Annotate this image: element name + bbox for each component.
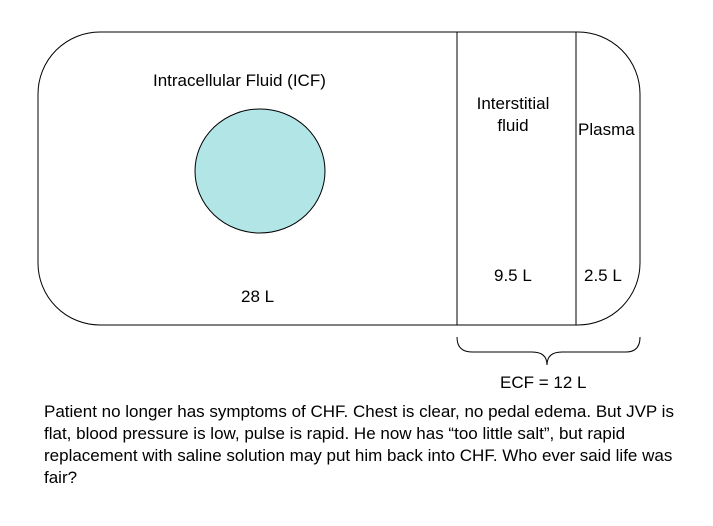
plasma-title: Plasma xyxy=(578,120,635,139)
interstitial-volume: 9.5 L xyxy=(494,266,532,285)
interstitial-title-line1: Interstitial xyxy=(476,94,550,113)
ecf-label: ECF = 12 L xyxy=(500,373,587,392)
body-container xyxy=(37,31,641,326)
interstitial-title-line2: fluid xyxy=(497,116,529,135)
patient-caption: Patient no longer has symptoms of CHF. C… xyxy=(44,402,674,487)
cell-circle xyxy=(194,108,326,234)
ecf-brace xyxy=(456,336,641,366)
plasma-volume: 2.5 L xyxy=(584,266,622,285)
icf-title: Intracellular Fluid (ICF) xyxy=(153,71,326,90)
icf-volume: 28 L xyxy=(241,287,275,306)
